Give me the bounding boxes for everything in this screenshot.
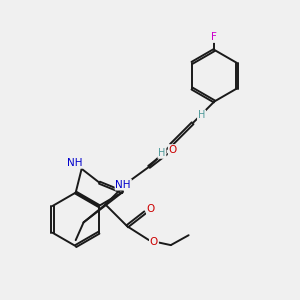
Text: O: O	[147, 204, 155, 214]
Text: H: H	[198, 110, 205, 120]
Text: O: O	[150, 237, 158, 247]
Text: O: O	[169, 145, 177, 155]
Text: H: H	[158, 148, 166, 158]
Text: NH: NH	[67, 158, 83, 168]
Text: NH: NH	[116, 180, 131, 190]
Text: F: F	[212, 32, 217, 42]
